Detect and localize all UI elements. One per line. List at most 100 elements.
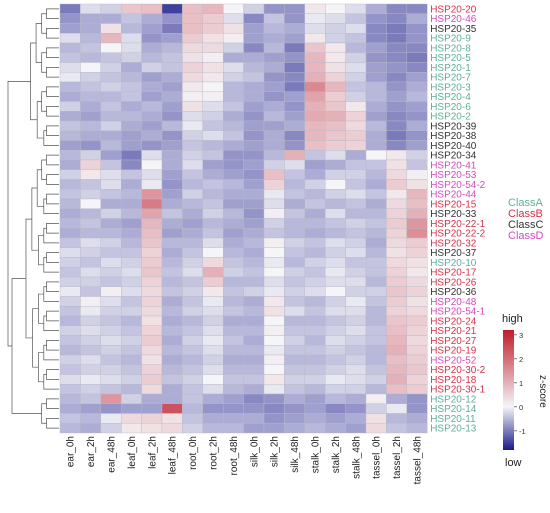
heatmap-cell: [80, 247, 102, 258]
heatmap-cell: [263, 228, 285, 239]
row-label: HSP20-20: [430, 4, 477, 15]
dendrogram-branch: [46, 106, 59, 117]
heatmap-cell: [284, 276, 305, 287]
row-label: HSP20-13: [430, 424, 477, 435]
heatmap-cell: [386, 150, 407, 161]
heatmap-cells: [59, 3, 428, 434]
heatmap-cell: [345, 159, 367, 170]
heatmap-cell: [325, 159, 346, 170]
heatmap-cell: [222, 335, 244, 346]
heatmap-cell: [345, 384, 367, 395]
heatmap-cell: [202, 62, 224, 73]
heatmap-cell: [243, 276, 265, 287]
row-label: HSP20-6: [430, 102, 471, 113]
heatmap-cell: [202, 286, 224, 297]
heatmap-cell: [59, 198, 81, 209]
heatmap-cell: [100, 413, 122, 424]
heatmap-cell: [365, 189, 387, 200]
row-label: HSP20-11: [430, 414, 476, 425]
heatmap-cell: [100, 208, 122, 219]
heatmap-cell: [304, 354, 326, 365]
heatmap-cell: [80, 42, 102, 53]
heatmap-cell: [386, 247, 407, 258]
heatmap-cell: [182, 3, 203, 14]
heatmap-cell: [59, 403, 81, 414]
heatmap-cell: [141, 169, 163, 180]
heatmap-cell: [161, 23, 183, 34]
heatmap-cell: [100, 52, 122, 63]
heatmap-cell: [222, 33, 244, 44]
heatmap-cell: [80, 364, 102, 375]
heatmap-cell: [325, 306, 346, 317]
dendrogram-branch: [46, 86, 59, 97]
heatmap-cell: [100, 120, 122, 131]
heatmap-cell: [80, 189, 102, 200]
heatmap-cell: [182, 62, 203, 73]
heatmap-cell: [80, 198, 102, 209]
dendrogram-branch: [43, 374, 59, 390]
heatmap-cell: [182, 140, 203, 151]
heatmap-cell: [263, 286, 285, 297]
heatmap-cell: [182, 23, 203, 34]
heatmap-cell: [243, 72, 265, 83]
dendrogram-branch: [46, 28, 59, 39]
heatmap-cell: [243, 208, 265, 219]
heatmap-cell: [304, 306, 326, 317]
heatmap-cell: [100, 130, 122, 141]
heatmap-cell: [386, 374, 407, 385]
heatmap-cell: [365, 276, 387, 287]
heatmap-cell: [100, 159, 122, 170]
heatmap-cell: [80, 413, 102, 424]
heatmap-cell: [161, 208, 183, 219]
row-label: HSP20-46: [430, 14, 477, 25]
heatmap-cell: [345, 169, 367, 180]
heatmap-cell: [345, 276, 367, 287]
heatmap-cell: [59, 335, 81, 346]
heatmap-cell: [182, 237, 203, 248]
heatmap-cell: [120, 364, 142, 375]
heatmap-cell: [222, 81, 244, 92]
heatmap-cell: [365, 335, 387, 346]
heatmap-cell: [345, 52, 367, 63]
dendrogram-branch: [36, 169, 44, 207]
heatmap-cell: [345, 179, 367, 190]
row-label: HSP20-14: [430, 404, 477, 415]
heatmap-cell: [304, 345, 326, 356]
column-label: leaf_48h: [168, 436, 179, 474]
heatmap-cell: [222, 101, 244, 112]
legend-tick-label: 2: [519, 355, 523, 364]
heatmap-cell: [120, 237, 142, 248]
heatmap-cell: [325, 3, 346, 14]
heatmap-cell: [304, 189, 326, 200]
heatmap-cell: [182, 423, 203, 434]
heatmap-cell: [406, 120, 428, 131]
heatmap-cell: [243, 159, 265, 170]
heatmap-cell: [80, 62, 102, 73]
heatmap-cell: [59, 72, 81, 83]
heatmap-cell: [263, 169, 285, 180]
heatmap-cell: [182, 101, 203, 112]
heatmap-cell: [304, 335, 326, 346]
heatmap-cell: [345, 325, 367, 336]
heatmap-cell: [222, 345, 244, 356]
heatmap-cell: [345, 345, 367, 356]
column-label: root_0h: [188, 436, 199, 470]
row-label: HSP20-8: [430, 43, 471, 54]
heatmap-cell: [386, 13, 407, 24]
heatmap-cell: [100, 276, 122, 287]
heatmap-cell: [100, 354, 122, 365]
heatmap-cell: [202, 52, 224, 63]
heatmap-cell: [120, 91, 142, 102]
row-label: HSP20-54-2: [430, 180, 485, 191]
heatmap-cell: [243, 91, 265, 102]
heatmap-cell: [100, 423, 122, 434]
heatmap-cell: [243, 169, 265, 180]
heatmap-cell: [202, 228, 224, 239]
dendrogram-branch: [38, 293, 44, 324]
heatmap-cell: [120, 276, 142, 287]
heatmap-cell: [161, 423, 183, 434]
heatmap-cell: [80, 169, 102, 180]
heatmap-cell: [182, 286, 203, 297]
heatmap-cell: [304, 276, 326, 287]
heatmap-cell: [202, 72, 224, 83]
